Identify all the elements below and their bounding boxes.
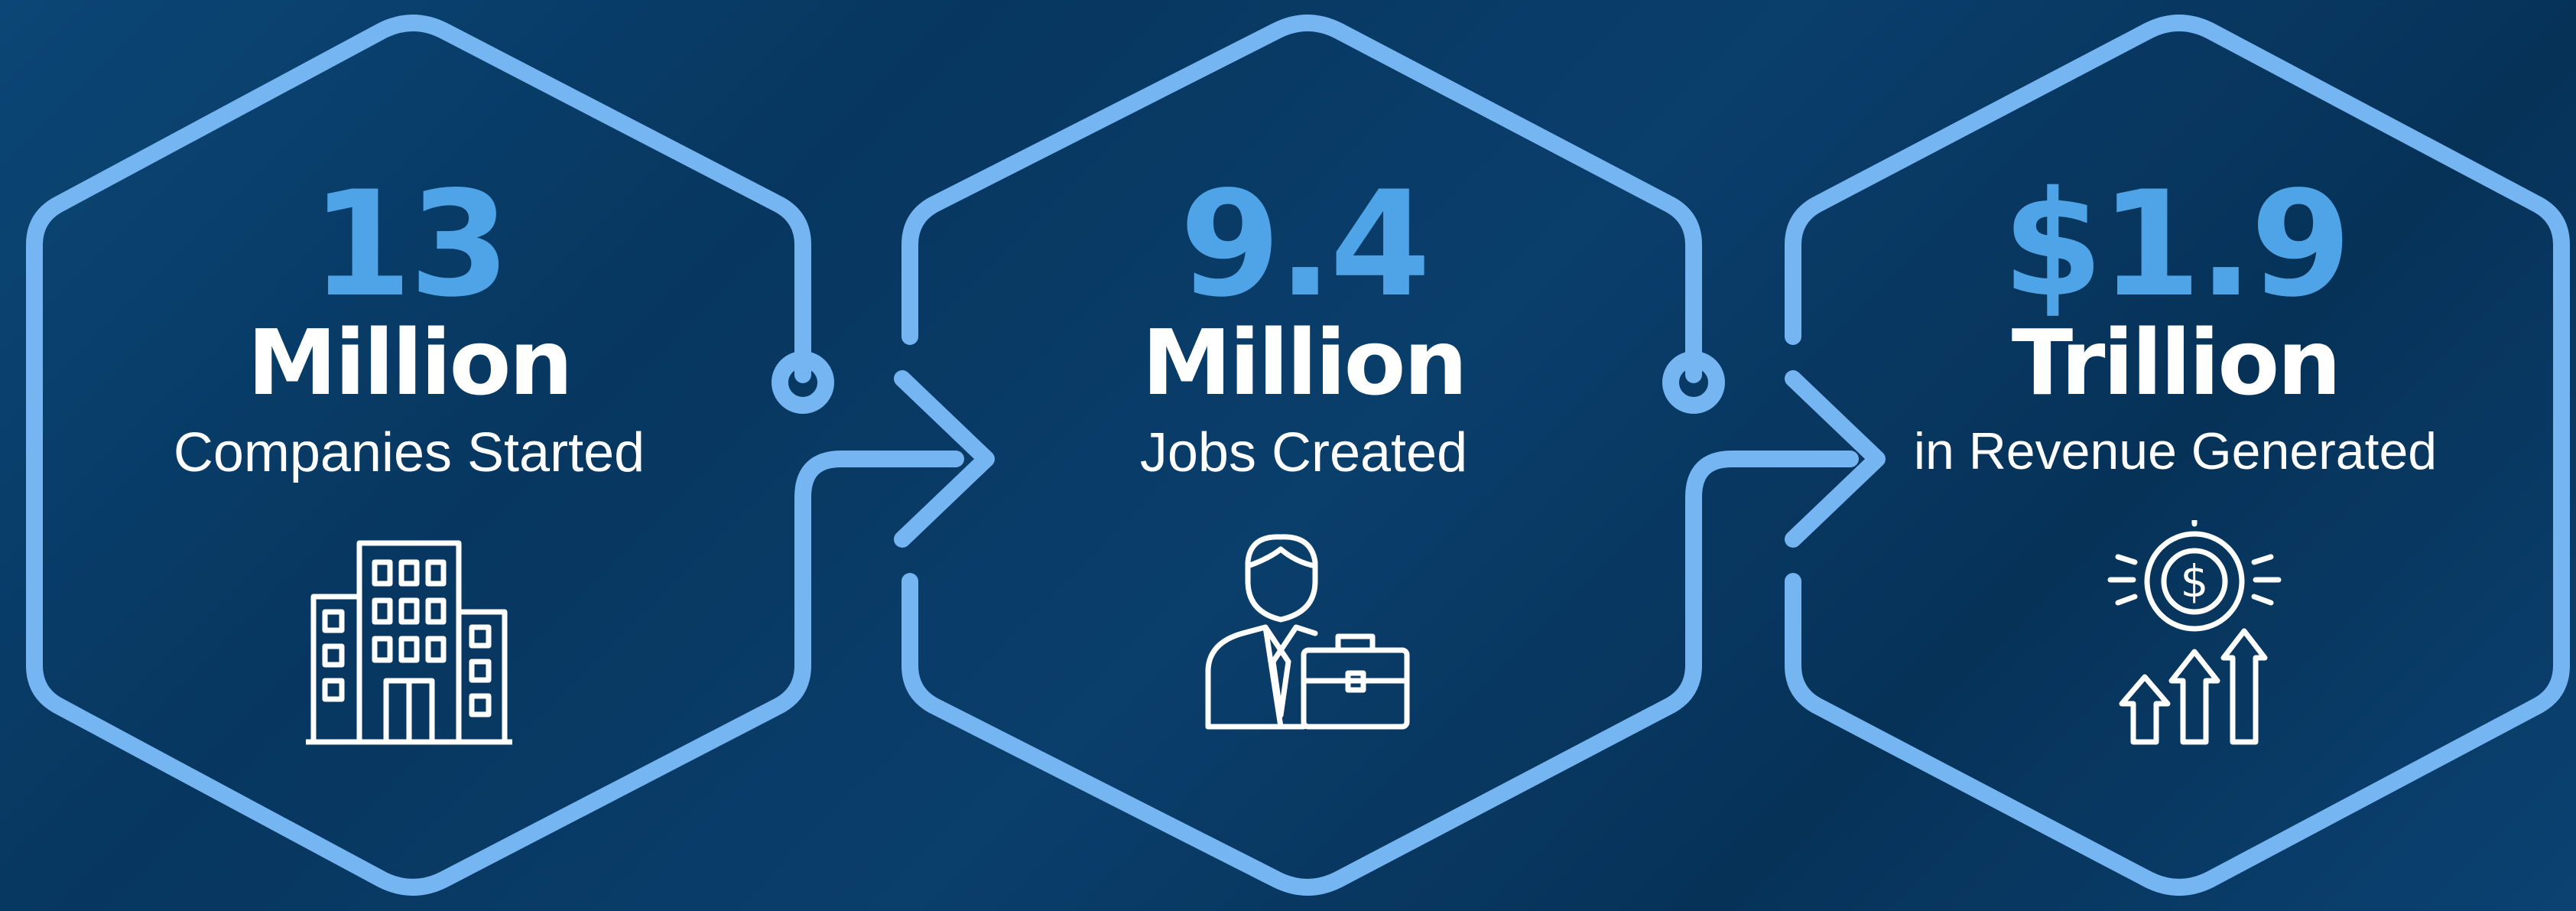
stat-number: $1.9 xyxy=(2002,160,2352,329)
hexagon-outline-2 xyxy=(901,15,1702,383)
stat-block-3: $1.9 Trillion in Revenue Generated xyxy=(1831,172,2519,480)
stat-unit: Million xyxy=(247,310,573,415)
stat-caption: in Revenue Generated xyxy=(1913,422,2438,480)
stat-block-2: 9.4 Million Jobs Created xyxy=(960,172,1648,483)
office-building-icon xyxy=(306,540,512,745)
arrow-head-2 xyxy=(1785,370,1886,548)
hexagon-outline-3 xyxy=(1785,15,2570,896)
connector-dot-1 xyxy=(772,351,834,414)
businessman-briefcase-icon xyxy=(1205,534,1410,730)
hexagon-outline-1 xyxy=(26,15,964,896)
hexagon-outline-2-lower xyxy=(901,451,1859,896)
stat-caption: Companies Started xyxy=(173,422,645,483)
stat-number: 13 xyxy=(310,160,510,329)
connector-dot-2 xyxy=(1662,351,1725,414)
stat-unit: Trillion xyxy=(2011,310,2342,415)
svg-text:$: $ xyxy=(2181,555,2209,607)
stat-block-1: 13 Million Companies Started xyxy=(65,172,753,483)
arrow-head-1 xyxy=(894,370,995,548)
stat-unit: Million xyxy=(1142,310,1467,415)
stat-caption: Jobs Created xyxy=(1139,422,1468,483)
revenue-growth-icon: $ xyxy=(2107,520,2282,745)
stat-number: 9.4 xyxy=(1179,160,1431,329)
